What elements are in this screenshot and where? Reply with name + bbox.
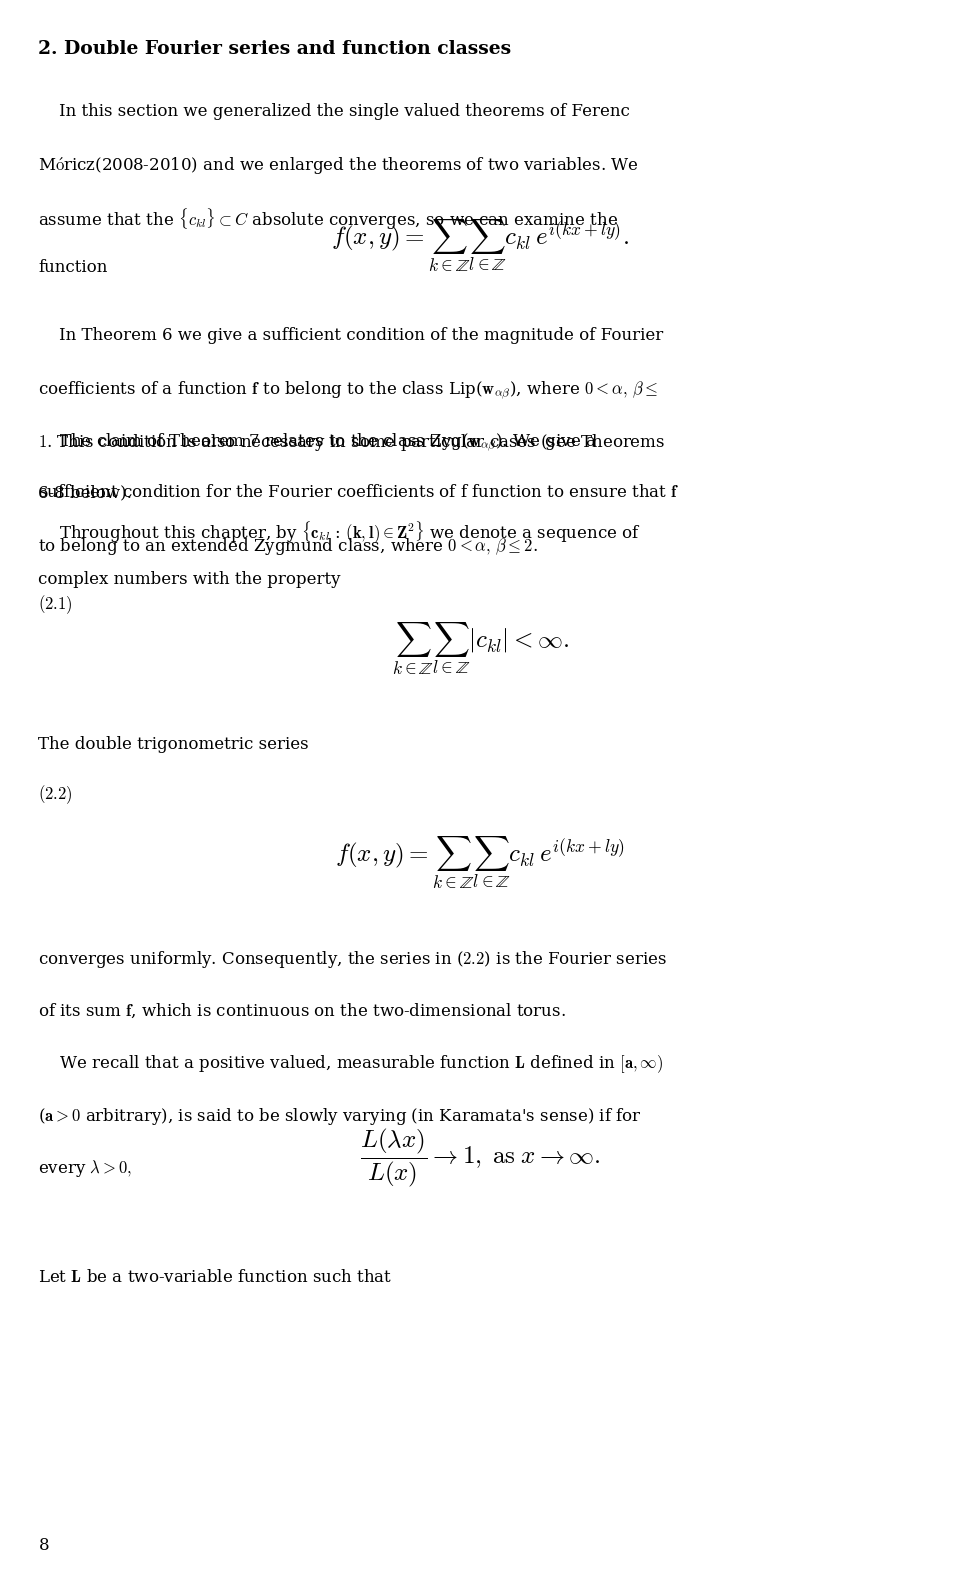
Text: In this section we generalized the single valued theorems of Ferenc: In this section we generalized the singl… — [38, 103, 631, 120]
Text: Throughout this chapter, by $\{{\bf c}_{kl}$ : ${\bf (k,l)} \in {\bf Z}^2\}$ we : Throughout this chapter, by $\{{\bf c}_{… — [38, 519, 641, 544]
Text: of its sum $\mathbf{f}$, which is continuous on the two-dimensional torus.: of its sum $\mathbf{f}$, which is contin… — [38, 1001, 566, 1020]
Text: sufficient condition for the Fourier coefficients of f function to ensure that $: sufficient condition for the Fourier coe… — [38, 484, 680, 501]
Text: Let $\mathbf{L}$ be a two-variable function such that: Let $\mathbf{L}$ be a two-variable funct… — [38, 1269, 393, 1286]
Text: every $\boldsymbol{\lambda} \mathbf{> 0,}$: every $\boldsymbol{\lambda} \mathbf{> 0,… — [38, 1158, 132, 1179]
Text: function: function — [38, 259, 108, 277]
Text: 6-8 below).: 6-8 below). — [38, 484, 132, 501]
Text: $f(x, y) = \sum_{k \in \mathbb{Z}} \sum_{l \in \mathbb{Z}} c_{kl}\, e^{i(kx+ly)}: $f(x, y) = \sum_{k \in \mathbb{Z}} \sum_… — [335, 834, 625, 891]
Text: complex numbers with the property: complex numbers with the property — [38, 571, 341, 589]
Text: coefficients of a function $\mathbf{f}$ to belong to the class Lip($\mathbf{w}_{: coefficients of a function $\mathbf{f}$ … — [38, 380, 659, 402]
Text: assume that the $\{c_{kl}\} \subset C$ absolute converges, so we can examine the: assume that the $\{c_{kl}\} \subset C$ a… — [38, 207, 618, 233]
Text: $(\mathbf{2.2})$: $(\mathbf{2.2})$ — [38, 783, 73, 805]
Text: converges uniformly. Consequently, the series in ($\mathbf{2.2}$) is the Fourier: converges uniformly. Consequently, the s… — [38, 949, 667, 970]
Text: ($\mathbf{a > 0}$ arbitrary), is said to be slowly varying (in Karamata's sense): ($\mathbf{a > 0}$ arbitrary), is said to… — [38, 1106, 642, 1126]
Text: 8: 8 — [38, 1536, 49, 1554]
Text: $\dfrac{L(\lambda x)}{L(x)} \to 1, \;\text{as}\; x \to \infty.$: $\dfrac{L(\lambda x)}{L(x)} \to 1, \;\te… — [360, 1126, 600, 1190]
Text: to belong to an extended Zygmund class, where $\mathbf{0 < \alpha,\, \beta \leq : to belong to an extended Zygmund class, … — [38, 536, 539, 557]
Text: In Theorem 6 we give a sufficient condition of the magnitude of Fourier: In Theorem 6 we give a sufficient condit… — [38, 327, 663, 345]
Text: $\sum_{k \in \mathbb{Z}} \sum_{l \in \mathbb{Z}} |c_{kl}| < \infty.$: $\sum_{k \in \mathbb{Z}} \sum_{l \in \ma… — [392, 620, 568, 677]
Text: $(\mathbf{2.1})$: $(\mathbf{2.1})$ — [38, 593, 73, 615]
Text: We recall that a positive valued, measurable function $\mathbf{L}$ defined in $\: We recall that a positive valued, measur… — [38, 1054, 664, 1076]
Text: The double trigonometric series: The double trigonometric series — [38, 736, 309, 753]
Text: M$\acute{\rm o}$ricz(2008-2010) and we enlarged the theorems of two variables. W: M$\acute{\rm o}$ricz(2008-2010) and we e… — [38, 155, 639, 177]
Text: 2. Double Fourier series and function classes: 2. Double Fourier series and function cl… — [38, 40, 512, 57]
Text: The claim of Theorem 7 relates to the class Zyg($\mathbf{w}_{\alpha\beta}$). We : The claim of Theorem 7 relates to the cl… — [38, 432, 597, 454]
Text: $f(x, y) = \sum_{k \in \mathbb{Z}} \sum_{l \in \mathbb{Z}} c_{kl}\, e^{i(kx+ly)}: $f(x, y) = \sum_{k \in \mathbb{Z}} \sum_… — [331, 217, 629, 274]
Text: $\mathbf{1}$. This condition is also necessary in some particular cases (see The: $\mathbf{1}$. This condition is also nec… — [38, 432, 665, 452]
